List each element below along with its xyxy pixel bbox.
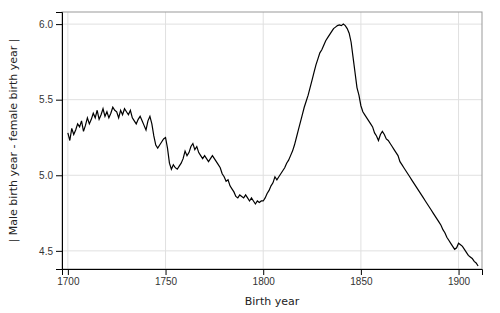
x-tick-label: 1750: [155, 276, 178, 287]
x-axis-line: [63, 270, 483, 276]
plot: 1700 1750 1800 1850 1900 4.5 5.0 5.5 6.0: [39, 12, 482, 287]
y-tick-label: 6.0: [39, 19, 53, 30]
grid-line-y: [62, 250, 482, 251]
x-tick-label: 1700: [57, 276, 80, 287]
x-tick-mark: [166, 269, 167, 275]
x-axis: 1700 1750 1800 1850 1900: [57, 269, 482, 287]
data-line: [68, 24, 478, 266]
x-tick: 1750: [155, 269, 178, 287]
x-axis-title: Birth year: [245, 295, 300, 308]
y-axis-line: [56, 13, 63, 270]
grid-line-x: [263, 12, 264, 269]
y-tick-mark: [56, 251, 62, 252]
grid-line-y: [62, 175, 482, 176]
x-tick-mark: [361, 269, 362, 275]
page: {"chart_data": {"type": "line", "xlabel"…: [0, 0, 500, 313]
grid-line-x: [360, 12, 361, 269]
y-tick: 6.0: [39, 19, 62, 30]
grid-line-y: [62, 24, 482, 25]
y-tick-label: 5.5: [39, 94, 53, 105]
grid: [62, 12, 482, 269]
x-tick-mark: [68, 269, 69, 275]
x-tick-mark: [263, 269, 264, 275]
x-tick: 1800: [253, 269, 276, 287]
y-tick-mark: [56, 175, 62, 176]
grid-line-x: [458, 12, 459, 269]
y-tick-label: 4.5: [39, 246, 53, 257]
y-tick: 5.0: [39, 170, 62, 181]
x-tick: 1850: [350, 269, 373, 287]
y-tick-label: 5.0: [39, 170, 53, 181]
plot-frame: [62, 12, 482, 269]
y-tick: 4.5: [39, 246, 62, 257]
x-tick-label: 1900: [448, 276, 471, 287]
marks: [68, 24, 478, 266]
x-tick-label: 1850: [350, 276, 373, 287]
grid-line-y: [62, 99, 482, 100]
grid-line-x: [67, 12, 68, 269]
x-tick-mark: [459, 269, 460, 275]
x-tick: 1700: [57, 269, 80, 287]
x-tick: 1900: [448, 269, 471, 287]
y-tick-mark: [56, 24, 62, 25]
chart: 1700 1750 1800 1850 1900 4.5 5.0 5.5 6.0 Birth ye…: [0, 0, 500, 313]
y-tick-mark: [56, 100, 62, 101]
y-axis: 4.5 5.0 5.5 6.0: [39, 13, 62, 270]
y-axis-title: | Male birth year - female birth year |: [7, 38, 20, 242]
y-tick: 5.5: [39, 94, 62, 105]
x-tick-label: 1800: [253, 276, 276, 287]
